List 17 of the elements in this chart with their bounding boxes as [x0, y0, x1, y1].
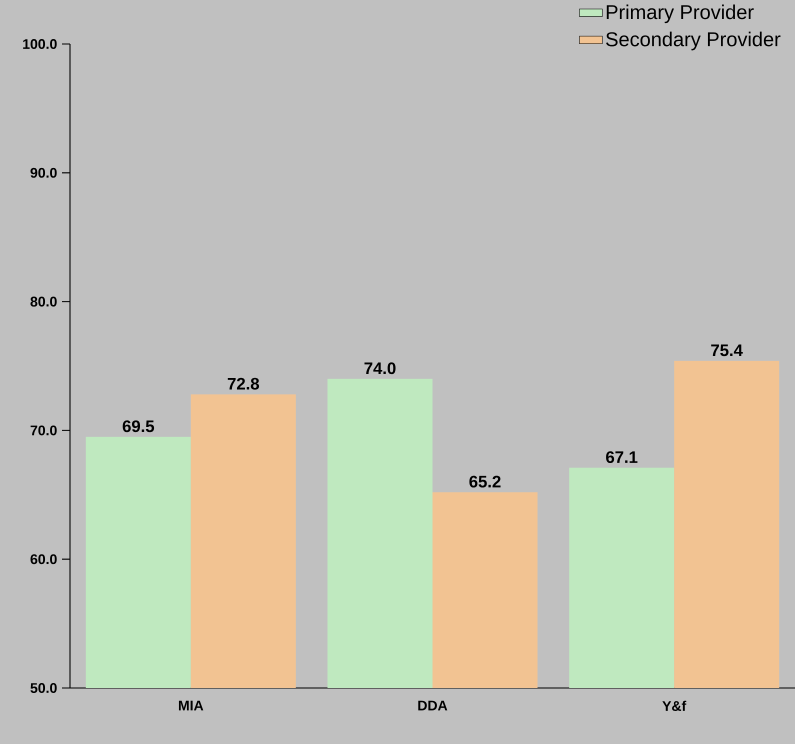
- y-tick-label: 80.0: [30, 296, 57, 307]
- legend-label: Secondary Provider: [606, 32, 780, 50]
- y-tick-label: 100.0: [23, 39, 57, 49]
- x-tick-label: MIA: [178, 700, 204, 710]
- y-tick-label: 70.0: [30, 425, 57, 436]
- data-label: 74.0: [364, 362, 396, 374]
- x-tick-label: Y&f: [662, 700, 686, 712]
- data-label: 65.2: [469, 476, 501, 488]
- y-tick-label: 50.0: [30, 683, 57, 693]
- data-label: 69.5: [122, 420, 154, 432]
- y-tick-label: 60.0: [30, 554, 57, 564]
- data-label: 67.1: [606, 451, 638, 464]
- x-tick-label: DDA: [418, 700, 448, 710]
- y-tick-label: 90.0: [30, 168, 57, 178]
- data-label: 72.8: [228, 378, 260, 390]
- legend-label: Primary Provider: [606, 4, 754, 24]
- data-label: 75.4: [711, 344, 743, 356]
